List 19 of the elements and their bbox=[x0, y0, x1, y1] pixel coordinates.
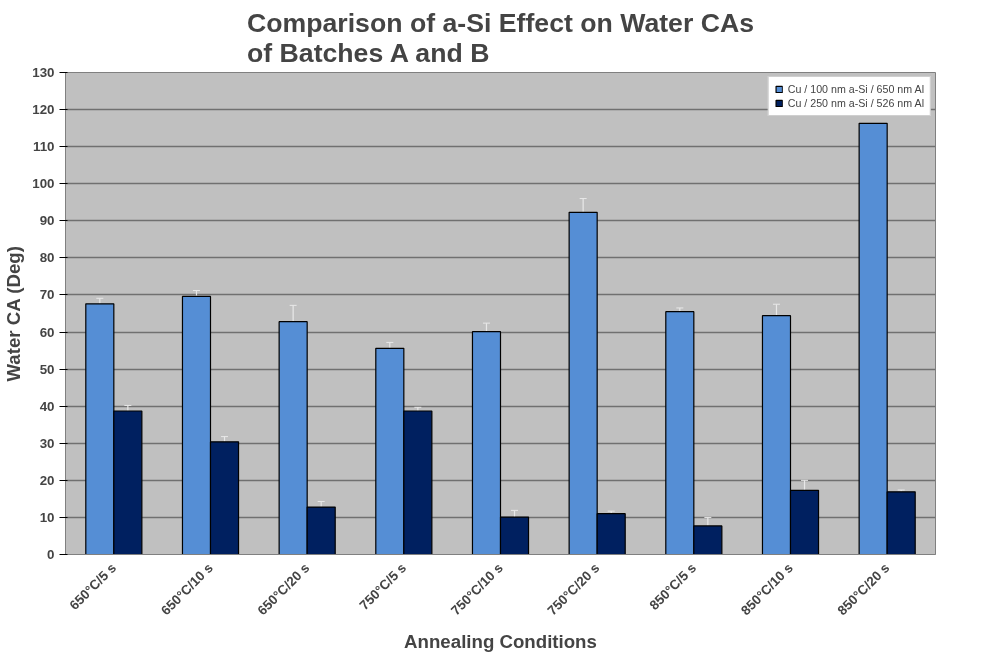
y-tick-label: 0 bbox=[47, 547, 55, 562]
legend-label: Cu / 100 nm a-Si / 650 nm Al bbox=[787, 83, 924, 95]
y-tick-label: 10 bbox=[39, 509, 55, 525]
y-tick-label: 130 bbox=[32, 65, 55, 80]
legend-label: Cu / 250 nm a-Si / 526 nm Al bbox=[787, 97, 924, 109]
y-tick-label: 90 bbox=[39, 213, 55, 229]
y-tick-label: 50 bbox=[39, 361, 55, 377]
y-tick-label: 100 bbox=[32, 176, 55, 192]
y-tick-label: 80 bbox=[39, 250, 55, 266]
chart-title: Comparison of a-Si Effect on Water CAs of Batches A and B bbox=[246, 7, 755, 68]
y-axis-title: Water CA (Deg) bbox=[3, 246, 25, 382]
y-tick-label: 120 bbox=[32, 102, 55, 118]
y-tick-label: 40 bbox=[39, 398, 55, 414]
x-axis-title: Annealing Conditions bbox=[404, 631, 597, 653]
y-tick-label: 70 bbox=[39, 287, 55, 303]
y-tick-label: 110 bbox=[33, 139, 55, 155]
y-tick-label: 30 bbox=[39, 435, 55, 451]
y-tick-label: 20 bbox=[39, 472, 55, 488]
y-tick-label: 60 bbox=[39, 324, 55, 340]
